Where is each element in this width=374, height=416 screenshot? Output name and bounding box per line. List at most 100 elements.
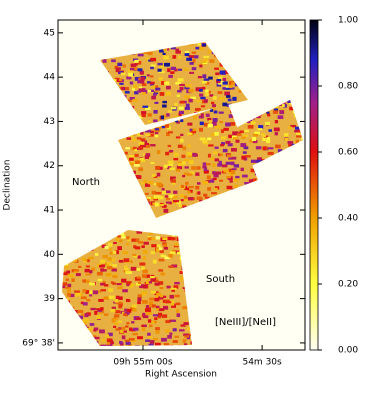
speckle (113, 241, 117, 245)
speckle (158, 269, 164, 272)
speckle (219, 120, 223, 124)
speckle (224, 91, 230, 96)
speckle (227, 177, 231, 180)
speckle (158, 247, 163, 251)
speckle (127, 238, 131, 242)
speckle (167, 335, 172, 339)
x-axis-title: Right Ascension (145, 370, 217, 380)
speckle (176, 313, 181, 318)
speckle (265, 121, 270, 126)
speckle (184, 166, 189, 169)
speckle (114, 310, 121, 314)
speckle (136, 230, 143, 234)
speckle (258, 125, 264, 130)
speckle (133, 162, 140, 167)
speckle (89, 270, 93, 274)
speckle (191, 166, 197, 170)
speckle (95, 253, 99, 256)
speckle (147, 120, 152, 123)
speckle (78, 315, 84, 320)
speckle (287, 99, 291, 104)
speckle (184, 187, 189, 191)
speckle (121, 335, 126, 340)
speckle (161, 81, 166, 86)
speckle (199, 137, 206, 141)
speckle (124, 151, 128, 155)
speckle (139, 70, 144, 75)
speckle (100, 289, 106, 292)
speckle (158, 77, 163, 81)
speckle (296, 135, 302, 138)
speckle (112, 250, 117, 255)
speckle (171, 289, 175, 292)
speckle (97, 278, 102, 282)
colorbar-tick-label: 0.80 (338, 82, 358, 92)
speckle (129, 67, 135, 71)
speckle (145, 339, 151, 342)
speckle (170, 303, 175, 306)
y-axis-title: Declination (3, 160, 13, 211)
speckle (125, 87, 129, 91)
speckle (205, 92, 209, 97)
speckle (158, 281, 164, 285)
speckle (119, 329, 124, 334)
speckle (180, 184, 185, 188)
speckle (160, 272, 165, 276)
speckle (284, 137, 289, 141)
speckle (212, 96, 217, 100)
speckle (147, 180, 154, 185)
speckle (143, 241, 149, 245)
speckle (211, 107, 216, 111)
speckle (242, 151, 247, 154)
speckle (229, 180, 233, 183)
speckle (165, 132, 170, 137)
speckle (137, 79, 142, 84)
speckle (150, 57, 157, 62)
speckle (266, 137, 271, 141)
speckle (251, 137, 257, 142)
speckle (147, 335, 153, 339)
speckle (199, 121, 204, 126)
speckle (162, 204, 167, 208)
speckle (204, 58, 209, 61)
speckle (267, 151, 274, 155)
speckle (117, 286, 123, 290)
speckle (171, 304, 176, 308)
speckle (152, 259, 157, 264)
speckle (134, 268, 141, 271)
speckle (139, 284, 144, 289)
speckle (154, 277, 158, 281)
speckle (137, 132, 142, 137)
speckle (143, 50, 149, 54)
speckle (74, 269, 80, 272)
speckle (94, 310, 98, 315)
speckle (133, 84, 138, 89)
speckle (145, 305, 152, 309)
speckle (89, 290, 94, 294)
speckle (139, 159, 146, 163)
speckle (123, 313, 127, 316)
speckle (169, 167, 175, 170)
speckle (167, 160, 174, 165)
speckle (244, 181, 251, 185)
speckle (141, 291, 147, 295)
speckle (107, 257, 112, 261)
speckle (187, 190, 191, 194)
speckle (147, 237, 153, 241)
speckle (154, 129, 161, 132)
speckle (137, 301, 141, 305)
speckle (124, 339, 130, 342)
speckle (169, 300, 175, 304)
y-tick-label: 39 (44, 294, 56, 304)
speckle (161, 337, 167, 342)
speckle (151, 237, 156, 241)
speckle (216, 83, 222, 87)
speckle (132, 146, 137, 150)
speckle (123, 258, 130, 263)
speckle (235, 175, 240, 179)
speckle (170, 177, 174, 182)
speckle (234, 184, 238, 189)
speckle (197, 191, 201, 195)
speckle (244, 129, 249, 133)
speckle (144, 308, 151, 312)
